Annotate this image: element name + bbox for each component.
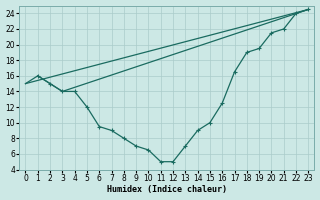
- X-axis label: Humidex (Indice chaleur): Humidex (Indice chaleur): [107, 185, 227, 194]
